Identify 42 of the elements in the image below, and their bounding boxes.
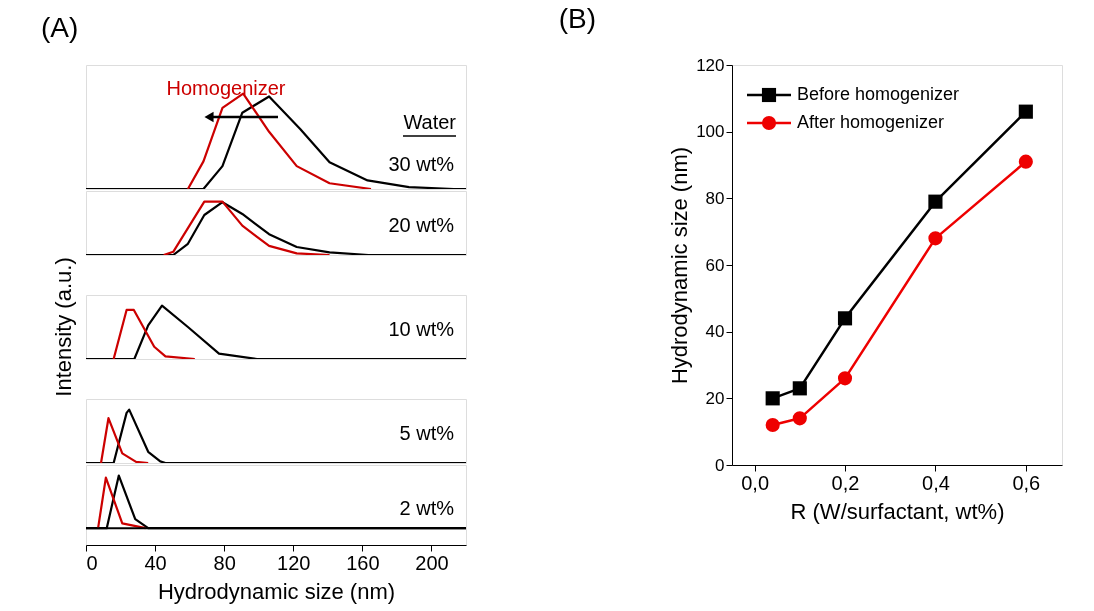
- x-tick-label: 0,4: [922, 471, 950, 494]
- x-tick-label: 80: [213, 551, 236, 574]
- chart-title: (B): [558, 3, 596, 34]
- x-axis-title: Hydrodynamic size (nm): [157, 578, 396, 604]
- point: [792, 381, 807, 396]
- point: [765, 417, 780, 433]
- annotation: Water: [403, 111, 457, 133]
- y-axis-title: Intensity (a.u.): [51, 257, 76, 397]
- x-tick-label: 120: [277, 551, 311, 574]
- y-tick-label: 120: [696, 55, 725, 75]
- point: [1018, 154, 1033, 169]
- legend-label: Before homogenizer: [797, 84, 960, 104]
- x-axis-title: R (W/surfactant, wt%): [790, 498, 1005, 524]
- y-tick-label: 20: [705, 388, 725, 408]
- x-tick-label: 0: [86, 551, 98, 574]
- y-tick-label: 80: [705, 188, 725, 208]
- x-tick-label: 0,6: [1012, 471, 1041, 494]
- legend-label: After homogenizer: [797, 112, 945, 132]
- y-tick-label: 40: [705, 322, 725, 342]
- point: [837, 371, 853, 386]
- x-tick-label: 0,0: [741, 471, 770, 494]
- point: [765, 391, 780, 406]
- x-tick-label: 160: [346, 551, 380, 574]
- point: [928, 194, 943, 209]
- chart-title: (A): [41, 12, 79, 43]
- point: [792, 411, 807, 426]
- y-tick-label: 100: [696, 122, 725, 142]
- annotation: 2 wt%: [399, 497, 455, 519]
- y-axis-title: Hydrodynamic size (nm): [667, 146, 693, 385]
- annotation: 30 wt%: [388, 153, 455, 175]
- annotation: 20 wt%: [388, 214, 455, 237]
- x-tick-label: 200: [415, 551, 449, 574]
- point: [1018, 104, 1033, 119]
- y-tick-label: 60: [705, 255, 725, 275]
- x-tick-label: 0,2: [831, 471, 860, 494]
- annotation: Homogenizer: [166, 77, 286, 99]
- y-tick-label: 0: [715, 455, 725, 475]
- annotation: 5 wt%: [399, 422, 455, 445]
- point: [928, 231, 943, 246]
- annotation: 10 wt%: [388, 318, 455, 341]
- x-tick-label: 40: [144, 551, 167, 574]
- point: [837, 311, 853, 326]
